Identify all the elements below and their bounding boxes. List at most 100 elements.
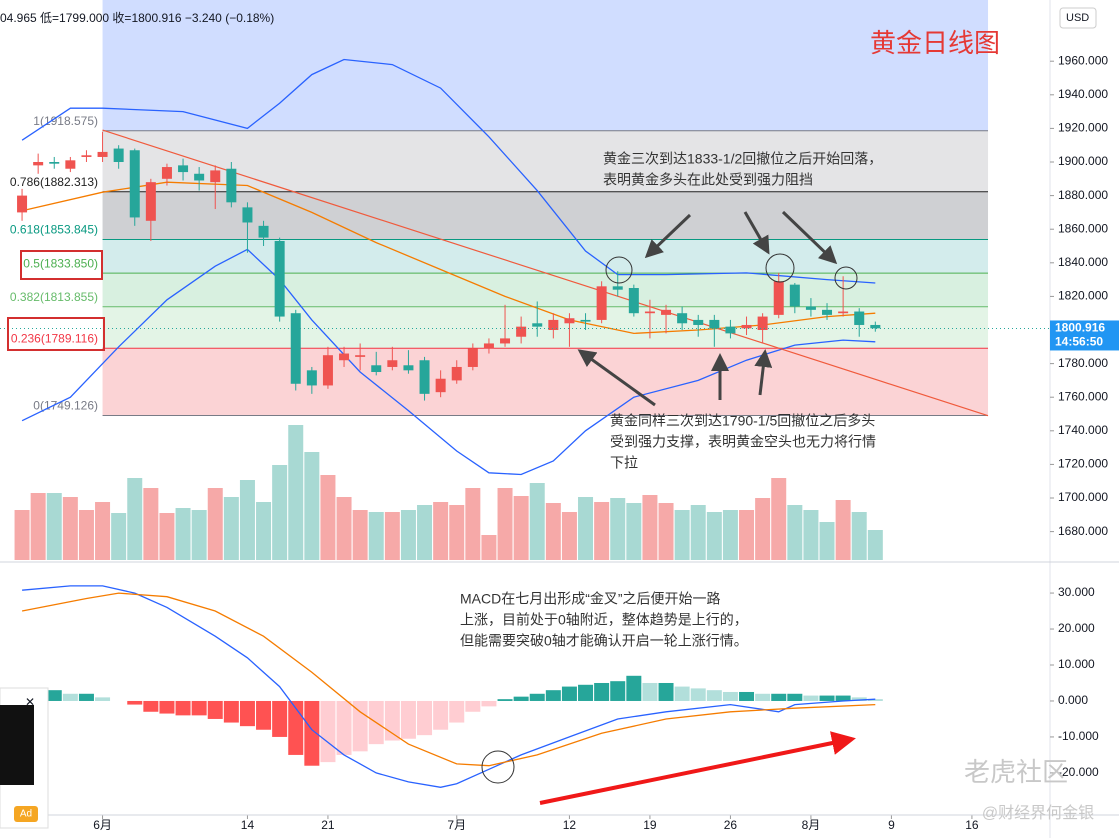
volume-bar <box>658 503 674 560</box>
candle-body <box>596 286 607 320</box>
candle-body <box>210 170 221 183</box>
candle-body <box>773 281 784 315</box>
volume-bar <box>78 510 94 560</box>
histogram-bar <box>417 700 433 736</box>
candle-body <box>435 378 446 393</box>
fib-label: 0.236(1789.116) <box>11 331 98 345</box>
candle-body <box>371 365 382 373</box>
histogram-bar <box>159 700 175 714</box>
candle-body <box>339 353 350 361</box>
candle-body <box>644 311 655 314</box>
circle <box>765 253 795 283</box>
y-tick-label: 1940.000 <box>1058 87 1108 101</box>
arrow <box>577 349 656 407</box>
x-tick-label: 16 <box>965 818 979 832</box>
ad-badge <box>14 806 38 822</box>
decor <box>7 210 858 805</box>
candle-body <box>178 165 189 173</box>
volume-bar <box>787 505 803 560</box>
arrow <box>644 213 692 259</box>
histogram-bar <box>561 686 577 701</box>
ad-image <box>0 705 34 785</box>
volume-bar <box>706 512 722 560</box>
volume-bar <box>62 497 78 560</box>
candle-body <box>548 319 559 331</box>
candle-body <box>693 319 704 325</box>
candle-body <box>805 306 816 310</box>
volume-bar <box>529 483 545 560</box>
histogram-bar <box>449 700 465 723</box>
line <box>21 181 876 335</box>
histogram-bar <box>433 700 449 730</box>
candle-body <box>838 311 849 314</box>
volume-bar <box>223 497 239 560</box>
credit: @财经界何金银 <box>982 804 1094 822</box>
volume-bar <box>304 452 320 560</box>
ohlc-info: 04.965 低=1799.000 收=1800.916 −3.240 (−0.… <box>0 11 274 25</box>
candle-body <box>516 326 527 337</box>
x-tick-label: 6月 <box>93 818 112 832</box>
histogram-bar <box>62 693 78 701</box>
y-tick-label: 1880.000 <box>1058 188 1108 202</box>
volume-bar <box>642 495 658 560</box>
currency[interactable]: USD <box>1066 12 1089 24</box>
histogram-bar <box>304 700 320 766</box>
candle-body <box>355 355 366 357</box>
candle-body <box>194 173 205 181</box>
volume-bar <box>288 425 304 560</box>
volume-bar <box>368 512 384 560</box>
chart-title: 黄金日线图 <box>870 28 1000 58</box>
volume-bar <box>755 498 771 560</box>
histogram-bar <box>771 693 787 701</box>
volume-bar <box>545 503 561 560</box>
circle <box>605 256 633 284</box>
histogram-bar <box>594 682 610 701</box>
y-tick-label: 1820.000 <box>1058 289 1108 303</box>
candle-body <box>33 162 44 166</box>
volume-bar <box>594 502 610 560</box>
histogram-bar <box>787 693 803 701</box>
circle <box>481 750 515 784</box>
histogram-bar <box>674 686 690 701</box>
volume-bar <box>465 488 481 560</box>
candle-body <box>97 151 108 157</box>
candle-body <box>403 365 414 371</box>
histogram-bar <box>819 695 835 701</box>
annotation: 黄金三次到达1833-1/2回撤位之后开始回落， <box>603 151 882 167</box>
y-tick-label: -10.000 <box>1058 729 1099 743</box>
x-tick-label: 19 <box>643 818 657 832</box>
y-tick-label: 1740.000 <box>1058 423 1108 437</box>
volume-bar <box>256 502 272 560</box>
y-tick-label: 10.000 <box>1058 657 1095 671</box>
ad-close[interactable]: ✕ <box>25 695 35 709</box>
volume-bar <box>46 493 62 560</box>
volume-bar <box>191 510 207 560</box>
candle-body <box>387 360 398 367</box>
histogram-bar <box>175 700 191 716</box>
candle-body <box>757 316 768 331</box>
volume-bar <box>400 510 416 560</box>
histogram-bar <box>545 690 561 701</box>
y-tick-label: 1780.000 <box>1058 356 1108 370</box>
volume-bar <box>433 502 449 560</box>
y-tick-label: 1760.000 <box>1058 389 1108 403</box>
currency-select[interactable] <box>1059 7 1097 29</box>
fib-zone <box>102 273 989 307</box>
annotation: MACD在七月出形成“金叉”之后便开始一路 <box>460 591 721 607</box>
histogram-bar <box>465 700 481 712</box>
x-tick-label: 9 <box>888 818 895 832</box>
histogram-bar <box>207 700 223 719</box>
volume-bar <box>867 530 883 560</box>
volume-bar <box>690 505 706 560</box>
annotation: 受到强力支撑，表明黄金空头也无力将行情 <box>610 434 876 450</box>
arrow <box>754 349 773 396</box>
histogram-bar <box>191 700 207 716</box>
candle-body <box>612 286 623 290</box>
candle-body <box>741 324 752 329</box>
ad: ✕ Ad <box>0 687 49 829</box>
candle-body <box>483 343 494 349</box>
candle-body <box>709 319 720 329</box>
ad-label: Ad <box>20 809 32 820</box>
histogram-bar <box>352 700 368 752</box>
